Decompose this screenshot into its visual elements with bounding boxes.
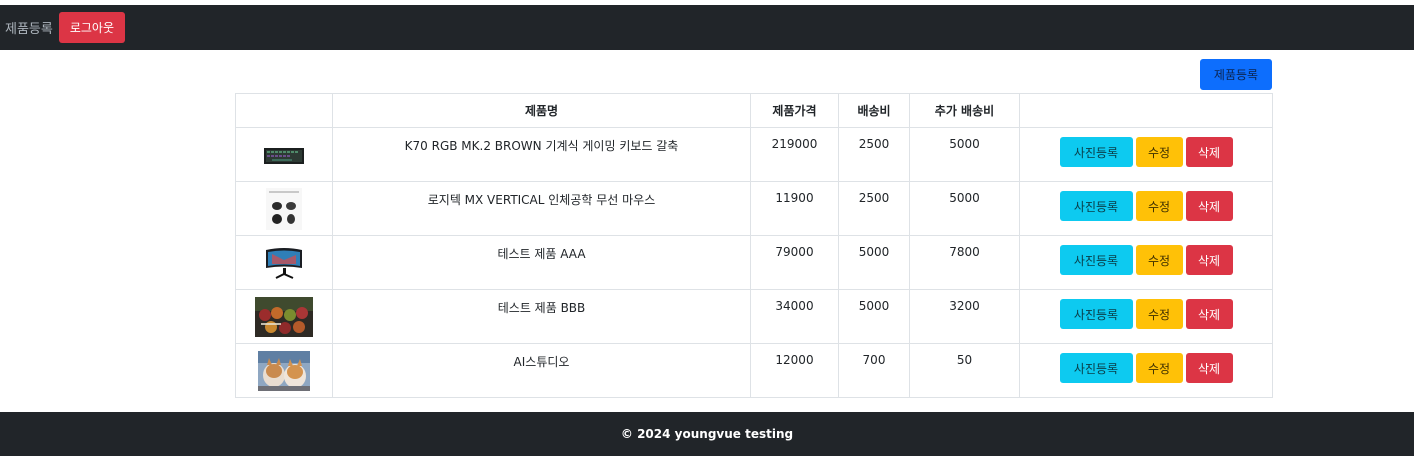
product-name: K70 RGB MK.2 BROWN 기계식 게이밍 키보드 갈축 <box>332 127 751 182</box>
product-extra-shipping: 5000 <box>909 181 1020 236</box>
actions-cell: 사진등록 수정 삭제 <box>1019 127 1273 182</box>
product-price: 219000 <box>750 127 839 182</box>
product-name: 테스트 제품 BBB <box>332 289 751 344</box>
mouse-image <box>266 187 302 230</box>
product-extra-shipping: 7800 <box>909 235 1020 290</box>
product-name: 로지텍 MX VERTICAL 인체공학 무선 마우스 <box>332 181 751 236</box>
photo-register-button[interactable]: 사진등록 <box>1059 353 1133 383</box>
table-row: K70 RGB MK.2 BROWN 기계식 게이밍 키보드 갈축 219000… <box>235 127 1273 182</box>
delete-button[interactable]: 삭제 <box>1185 245 1233 275</box>
product-name: AI스튜디오 <box>332 343 751 398</box>
product-price: 11900 <box>750 181 839 236</box>
edit-button[interactable]: 수정 <box>1135 353 1183 383</box>
nav-register-link[interactable]: 제품등록 <box>5 22 53 37</box>
edit-button[interactable]: 수정 <box>1135 137 1183 167</box>
header-actions <box>1019 93 1273 128</box>
table-row: 로지텍 MX VERTICAL 인체공학 무선 마우스 11900 2500 5… <box>235 181 1273 236</box>
edit-button[interactable]: 수정 <box>1135 299 1183 329</box>
actions-cell: 사진등록 수정 삭제 <box>1019 235 1273 290</box>
thumbnail-cell <box>235 181 333 236</box>
footer: © 2024 youngvue testing <box>0 412 1414 456</box>
header-shipping: 배송비 <box>838 93 910 128</box>
product-extra-shipping: 50 <box>909 343 1020 398</box>
header-image <box>235 93 333 128</box>
actions-cell: 사진등록 수정 삭제 <box>1019 343 1273 398</box>
footer-copyright: © 2024 youngvue testing <box>620 427 794 441</box>
thumbnail-cell <box>235 289 333 344</box>
actions-cell: 사진등록 수정 삭제 <box>1019 181 1273 236</box>
product-shipping: 2500 <box>838 127 910 182</box>
logout-button[interactable]: 로그아웃 <box>58 12 126 43</box>
header-extra-shipping: 추가 배송비 <box>909 93 1020 128</box>
edit-button[interactable]: 수정 <box>1135 191 1183 221</box>
product-shipping: 5000 <box>838 289 910 344</box>
fruit-image <box>255 296 313 337</box>
product-name: 테스트 제품 AAA <box>332 235 751 290</box>
product-table: 제품명 제품가격 배송비 추가 배송비 <box>235 93 1273 398</box>
thumbnail-cell <box>235 235 333 290</box>
delete-button[interactable]: 삭제 <box>1185 353 1233 383</box>
photo-register-button[interactable]: 사진등록 <box>1059 299 1133 329</box>
header-product-name: 제품명 <box>332 93 751 128</box>
edit-button[interactable]: 수정 <box>1135 245 1183 275</box>
navbar: 제품등록 로그아웃 <box>0 5 1414 50</box>
delete-button[interactable]: 삭제 <box>1185 299 1233 329</box>
header-price: 제품가격 <box>750 93 839 128</box>
photo-register-button[interactable]: 사진등록 <box>1059 191 1133 221</box>
product-extra-shipping: 5000 <box>909 127 1020 182</box>
product-price: 79000 <box>750 235 839 290</box>
product-price: 12000 <box>750 343 839 398</box>
monitor-image <box>264 245 304 280</box>
table-row: AI스튜디오 12000 700 50 사진등록 수정 삭제 <box>235 343 1273 398</box>
photo-register-button[interactable]: 사진등록 <box>1059 137 1133 167</box>
photo-register-button[interactable]: 사진등록 <box>1059 245 1133 275</box>
product-shipping: 2500 <box>838 181 910 236</box>
thumbnail-cell <box>235 343 333 398</box>
top-strip <box>0 0 1414 5</box>
table-row: 테스트 제품 BBB 34000 5000 3200 사진등록 수정 삭제 <box>235 289 1273 344</box>
delete-button[interactable]: 삭제 <box>1185 137 1233 167</box>
delete-button[interactable]: 삭제 <box>1185 191 1233 221</box>
register-product-button[interactable]: 제품등록 <box>1200 59 1272 90</box>
product-shipping: 5000 <box>838 235 910 290</box>
product-price: 34000 <box>750 289 839 344</box>
actions-cell: 사진등록 수정 삭제 <box>1019 289 1273 344</box>
dogs-image <box>258 350 310 391</box>
thumbnail-cell <box>235 127 333 182</box>
table-row: 테스트 제품 AAA 79000 5000 7800 사진등록 수정 삭제 <box>235 235 1273 290</box>
table-header-row: 제품명 제품가격 배송비 추가 배송비 <box>235 93 1273 128</box>
keyboard-image <box>264 147 304 164</box>
product-extra-shipping: 3200 <box>909 289 1020 344</box>
product-shipping: 700 <box>838 343 910 398</box>
